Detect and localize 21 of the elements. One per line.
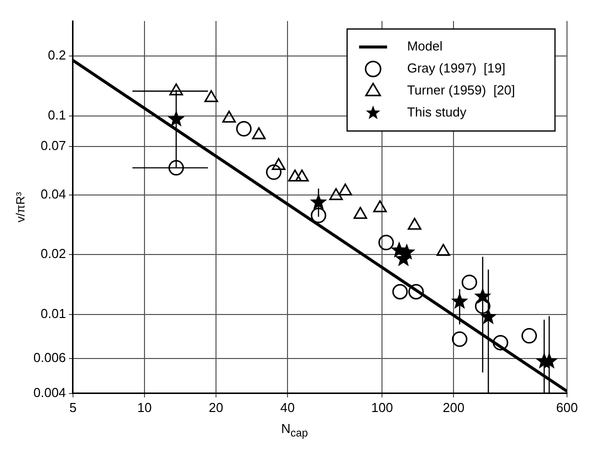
x-tick-label: 5	[69, 400, 77, 415]
y-tick-label: 0.004	[33, 384, 66, 400]
y-axis-title: v/πR³	[14, 192, 28, 222]
y-tick-label: 0.01	[40, 306, 66, 321]
x-tick-label: 100	[371, 400, 393, 415]
legend-label: Model	[407, 38, 443, 54]
x-tick-label: 600	[556, 400, 578, 415]
y-tick-label: 0.1	[48, 107, 66, 122]
y-tick-label: 0.006	[33, 350, 66, 366]
x-tick-label: 10	[137, 400, 152, 415]
x-tick-label: 200	[442, 400, 464, 415]
y-tick-label: 0.04	[40, 186, 66, 202]
y-tick-label: 0.07	[40, 138, 66, 154]
legend-label: Turner (1959) [20]	[407, 82, 515, 98]
legend-label: Gray (1997) [19]	[407, 60, 506, 76]
x-axis-title: N$_{cap}$	[280, 421, 309, 440]
x-tick-label: 40	[280, 400, 295, 415]
y-tick-label: 0.02	[40, 246, 66, 262]
y-tick-label: 0.2	[48, 48, 66, 63]
x-tick-label: 20	[208, 400, 224, 415]
legend-label: This study	[407, 104, 467, 120]
